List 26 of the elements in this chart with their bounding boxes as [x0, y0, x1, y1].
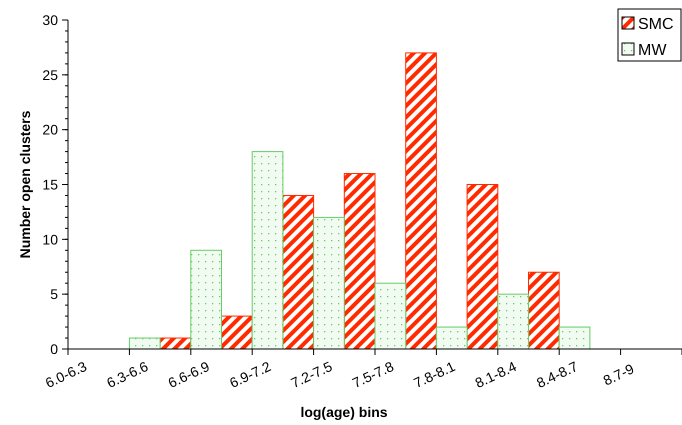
bar: [313, 216, 345, 350]
y-tick-label: 15: [42, 176, 58, 192]
bar: [497, 294, 529, 350]
bar: [558, 326, 590, 350]
bar: [466, 184, 498, 350]
x-axis-title: log(age) bins: [300, 404, 388, 420]
bar: [221, 316, 253, 350]
y-tick-label: 10: [42, 231, 58, 248]
legend-label: SMC: [638, 16, 674, 33]
y-tick-label: 25: [42, 66, 58, 83]
legend-label: MW: [638, 42, 668, 59]
x-tick-label: 8.7-9: [600, 360, 637, 388]
bar: [344, 173, 376, 350]
bar: [405, 52, 437, 350]
bar: [252, 151, 284, 350]
y-tick-label: 30: [42, 12, 58, 28]
bar: [528, 272, 560, 350]
bar: [436, 326, 468, 350]
bar: [282, 194, 314, 350]
bar: [190, 250, 222, 350]
y-axis-title: Number open clusters: [17, 110, 33, 258]
y-tick-label: 5: [50, 286, 58, 302]
y-tick-label: 20: [42, 122, 58, 138]
y-tick-label: 0: [50, 341, 58, 357]
bar: [128, 338, 161, 350]
bar: [374, 282, 406, 350]
